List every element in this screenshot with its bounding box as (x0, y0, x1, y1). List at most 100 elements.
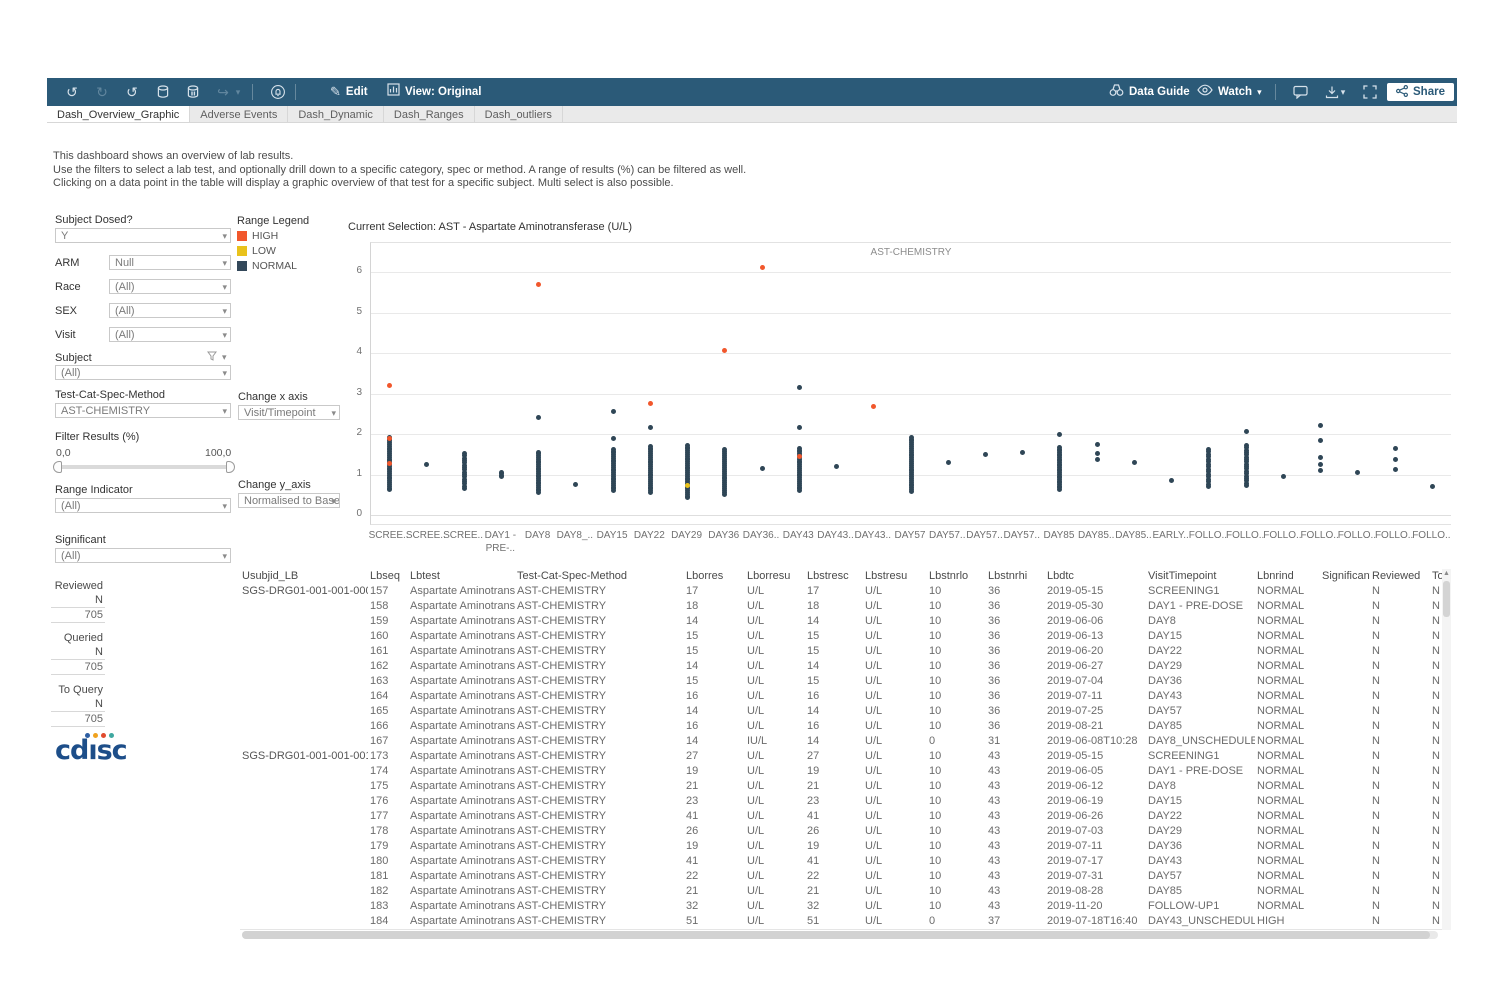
data-point[interactable] (796, 425, 802, 431)
column-header-test-cat-spec-method[interactable]: Test-Cat-Spec-Method (517, 570, 628, 582)
subject-dosed-dropdown[interactable]: Y ▾ (55, 228, 231, 243)
scrollbar-up-arrow[interactable]: ▲ (1443, 570, 1450, 577)
data-point[interactable] (610, 409, 616, 415)
data-point[interactable] (461, 455, 467, 461)
data-point[interactable] (945, 459, 951, 465)
change-x-dropdown[interactable]: Visit/Timepoint ▾ (238, 405, 340, 420)
data-point[interactable] (387, 460, 393, 466)
data-point[interactable] (647, 401, 653, 407)
table-row[interactable]: 166 Aspartate Aminotrans.. AST-CHEMISTRY 16… (240, 719, 1442, 735)
table-vertical-scrollbar[interactable]: ▲ (1442, 569, 1451, 930)
data-point[interactable] (1318, 467, 1324, 473)
data-point[interactable] (1243, 429, 1249, 435)
table-row[interactable]: SGS-DRG01-001-001-0002 157 Aspartate Amino… (240, 584, 1442, 600)
table-row[interactable]: 175 Aspartate Aminotrans.. AST-CHEMISTRY 21… (240, 779, 1442, 795)
data-point[interactable] (982, 451, 988, 457)
subject-dropdown[interactable]: (All) ▾ (55, 365, 231, 380)
data-point[interactable] (461, 483, 467, 489)
table-row[interactable]: 181 Aspartate Aminotrans.. AST-CHEMISTRY 22… (240, 869, 1442, 885)
data-point[interactable] (1243, 480, 1249, 486)
data-point[interactable] (834, 463, 840, 469)
table-row[interactable]: 165 Aspartate Aminotrans.. AST-CHEMISTRY 14… (240, 704, 1442, 720)
column-header-lbdtc[interactable]: Lbdtc (1047, 570, 1074, 582)
tab-dash-ranges[interactable]: Dash_Ranges (383, 106, 475, 122)
data-point[interactable] (1355, 469, 1361, 475)
data-point[interactable] (1318, 454, 1324, 460)
change-y-dropdown[interactable]: Normalised to Basel...▾ (238, 493, 340, 508)
data-point[interactable] (536, 449, 542, 455)
data-point[interactable] (796, 453, 802, 459)
data-point[interactable] (1057, 444, 1063, 450)
data-point[interactable] (1206, 451, 1212, 457)
table-row[interactable]: 180 Aspartate Aminotrans.. AST-CHEMISTRY 41… (240, 854, 1442, 870)
fullscreen-icon[interactable] (1357, 78, 1383, 106)
data-point[interactable] (461, 469, 467, 475)
table-row[interactable]: 182 Aspartate Aminotrans.. AST-CHEMISTRY 21… (240, 884, 1442, 900)
results-slider-track[interactable] (57, 465, 229, 469)
column-header-to-q[interactable]: To Q (1432, 570, 1442, 582)
data-point[interactable] (647, 425, 653, 431)
data-point[interactable] (424, 461, 430, 467)
funnel-icon[interactable] (207, 351, 217, 364)
data-point[interactable] (1429, 484, 1435, 490)
scrollbar-thumb[interactable] (1443, 581, 1450, 617)
data-point[interactable] (647, 443, 653, 449)
data-point[interactable] (1206, 461, 1212, 467)
column-header-usubjid-lb[interactable]: Usubjid_LB (242, 570, 299, 582)
data-point[interactable] (1206, 471, 1212, 477)
data-guide-button[interactable]: Data Guide (1109, 78, 1190, 106)
data-point[interactable] (1243, 442, 1249, 448)
data-point[interactable] (1243, 454, 1249, 460)
data-point[interactable] (1169, 478, 1175, 484)
race-dropdown[interactable]: (All) ▾ (109, 279, 231, 294)
data-point[interactable] (796, 384, 802, 390)
data-point[interactable] (1280, 474, 1286, 480)
redo-icon[interactable]: ↻ (96, 83, 108, 100)
data-point[interactable] (1318, 423, 1324, 429)
data-point[interactable] (610, 436, 616, 442)
data-point[interactable] (1243, 461, 1249, 467)
data-point[interactable] (759, 465, 765, 471)
comments-icon[interactable] (1287, 78, 1313, 106)
column-header-lbstnrlo[interactable]: Lbstnrlo (929, 570, 969, 582)
tab-adverse-events[interactable]: Adverse Events (190, 106, 289, 122)
data-point[interactable] (1206, 466, 1212, 472)
tab-dash-dynamic[interactable]: Dash_Dynamic (288, 106, 384, 122)
data-point[interactable] (1206, 456, 1212, 462)
range-indicator-dropdown[interactable]: (All) ▾ (55, 498, 231, 513)
tab-dash-overview-graphic[interactable]: Dash_Overview_Graphic (47, 106, 191, 122)
table-row[interactable]: SGS-DRG01-001-001-0010 173 Aspartate Amino… (240, 749, 1442, 765)
table-row[interactable]: 162 Aspartate Aminotrans.. AST-CHEMISTRY 14… (240, 659, 1442, 675)
data-point[interactable] (1094, 456, 1100, 462)
table-row[interactable]: 178 Aspartate Aminotrans.. AST-CHEMISTRY 26… (240, 824, 1442, 840)
undo-icon[interactable]: ↺ (66, 83, 78, 100)
share-button[interactable]: Share (1387, 83, 1454, 101)
refresh-data-icon[interactable] (150, 78, 176, 106)
data-point[interactable] (722, 348, 728, 354)
data-point[interactable] (536, 282, 542, 288)
table-row[interactable]: 167 Aspartate Aminotrans.. AST-CHEMISTRY 14… (240, 734, 1442, 750)
data-point[interactable] (1020, 449, 1026, 455)
edit-button[interactable]: ✎ Edit (330, 78, 368, 106)
column-header-lbseq[interactable]: Lbseq (370, 570, 400, 582)
view-original-button[interactable]: View: Original (387, 78, 481, 106)
sex-dropdown[interactable]: (All) ▾ (109, 303, 231, 318)
data-point[interactable] (685, 482, 691, 488)
tab-dash-outliers[interactable]: Dash_outliers (474, 106, 563, 122)
column-header-lborresu[interactable]: Lborresu (747, 570, 791, 582)
table-row[interactable]: 183 Aspartate Aminotrans.. AST-CHEMISTRY 32… (240, 899, 1442, 915)
data-point[interactable] (1206, 476, 1212, 482)
data-point[interactable] (1094, 450, 1100, 456)
data-point[interactable] (1318, 437, 1324, 443)
significant-dropdown[interactable]: (All) ▾ (55, 548, 231, 563)
alerts-icon[interactable] (265, 78, 291, 106)
data-point[interactable] (461, 476, 467, 482)
column-header-lbstnrhi[interactable]: Lbstnrhi (988, 570, 1028, 582)
slider-handle-min[interactable] (53, 461, 62, 473)
subject-filter-caret-icon[interactable]: ▾ (222, 352, 227, 362)
data-point[interactable] (1318, 461, 1324, 467)
data-point[interactable] (387, 382, 393, 388)
column-header-lbnrind[interactable]: Lbnrind (1257, 570, 1294, 582)
data-point[interactable] (461, 450, 467, 456)
column-header-lbstresc[interactable]: Lbstresc (807, 570, 849, 582)
